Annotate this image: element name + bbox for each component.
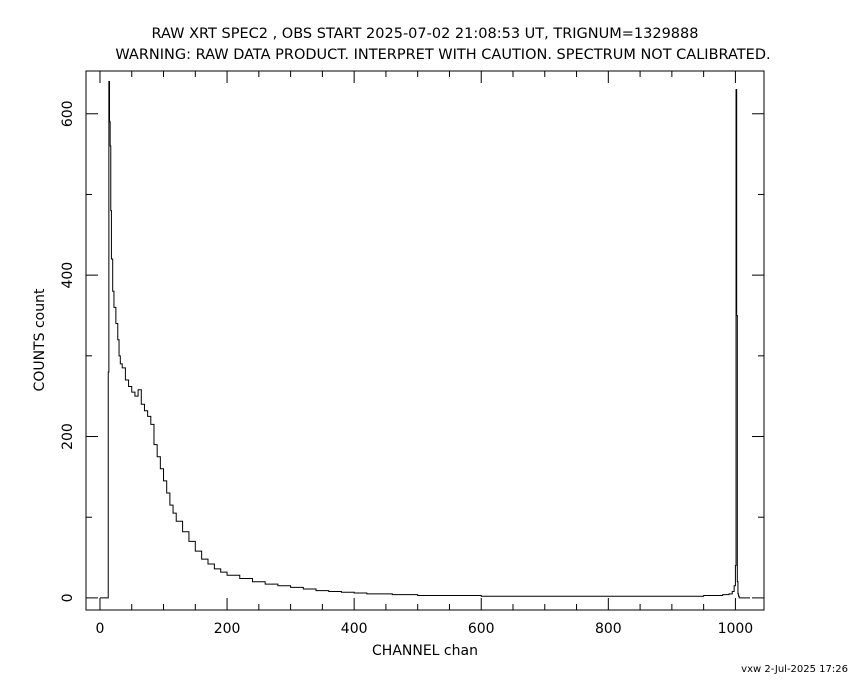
x-tick-label: 1000 (718, 621, 754, 637)
y-tick-label: 600 (60, 100, 76, 127)
x-tick-label: 400 (341, 621, 368, 637)
spectrum-series-line (99, 80, 751, 599)
y-tick-label: 0 (60, 593, 76, 602)
chart-title: RAW XRT SPEC2 , OBS START 2025-07-02 21:… (152, 26, 699, 42)
y-tick-label: 400 (60, 262, 76, 289)
x-tick-label: 0 (96, 621, 105, 637)
x-tick-label: 200 (214, 621, 241, 637)
footer-stamp: vxw 2-Jul-2025 17:26 (741, 664, 848, 675)
x-ticks: 0 200 400 600 800 1000 (96, 71, 754, 637)
series-layer (99, 80, 751, 599)
chart-subtitle: WARNING: RAW DATA PRODUCT. INTERPRET WIT… (115, 47, 770, 63)
x-tick-label: 800 (595, 621, 622, 637)
y-ticks: 0 200 400 600 (60, 100, 764, 602)
plot-frame (85, 70, 765, 611)
y-tick-label: 200 (60, 423, 76, 450)
x-axis-label: CHANNEL chan (372, 643, 478, 659)
y-axis-label: COUNTS count (32, 288, 48, 391)
x-tick-label: 600 (468, 621, 495, 637)
